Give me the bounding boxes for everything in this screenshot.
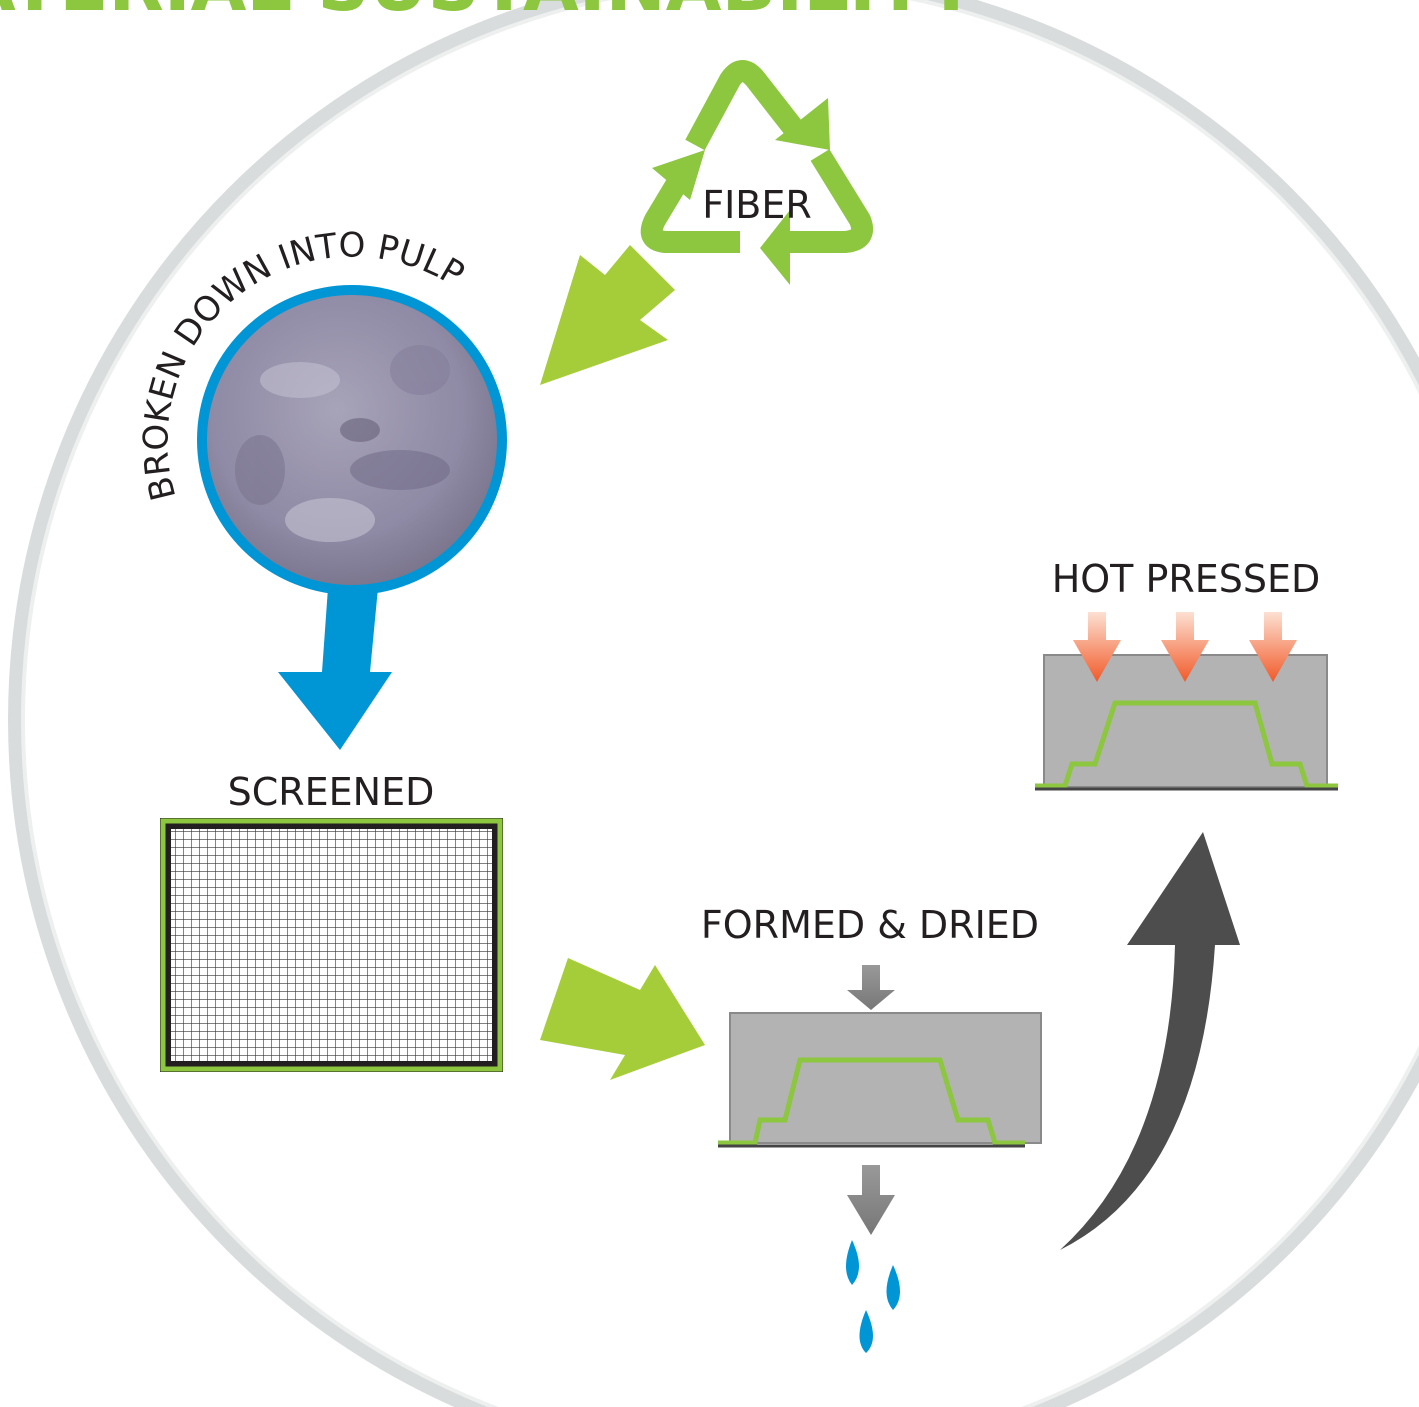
- formed-label: FORMED & DRIED: [701, 903, 1039, 947]
- drain-arrow: [847, 1165, 895, 1235]
- pressed-profile: [1035, 700, 1338, 789]
- formed-profile: [718, 1057, 1025, 1146]
- water-drops: [846, 1240, 900, 1353]
- heat-arrows: [1073, 612, 1297, 682]
- title: ATERIAL SUSTAINABILITY: [0, 0, 978, 27]
- recycle-arrowheads: [652, 98, 830, 285]
- formed-press-arrow: [847, 965, 895, 1010]
- pressed-label: HOT PRESSED: [1052, 557, 1321, 601]
- outer-circle-inner: [21, 0, 1419, 1407]
- screen-border: [160, 818, 503, 1072]
- fiber-label: FIBER: [702, 183, 812, 227]
- screen-mesh: [169, 827, 494, 1063]
- formed-mold: [729, 1012, 1042, 1144]
- recycle-icon: [640, 60, 873, 253]
- green-arrow-1: [540, 245, 675, 385]
- pulp-texture: [235, 345, 450, 542]
- green-arrow-2: [540, 958, 705, 1080]
- blue-arrow: [278, 588, 392, 750]
- screened-label: SCREENED: [228, 770, 435, 814]
- dark-arrow: [1060, 832, 1240, 1250]
